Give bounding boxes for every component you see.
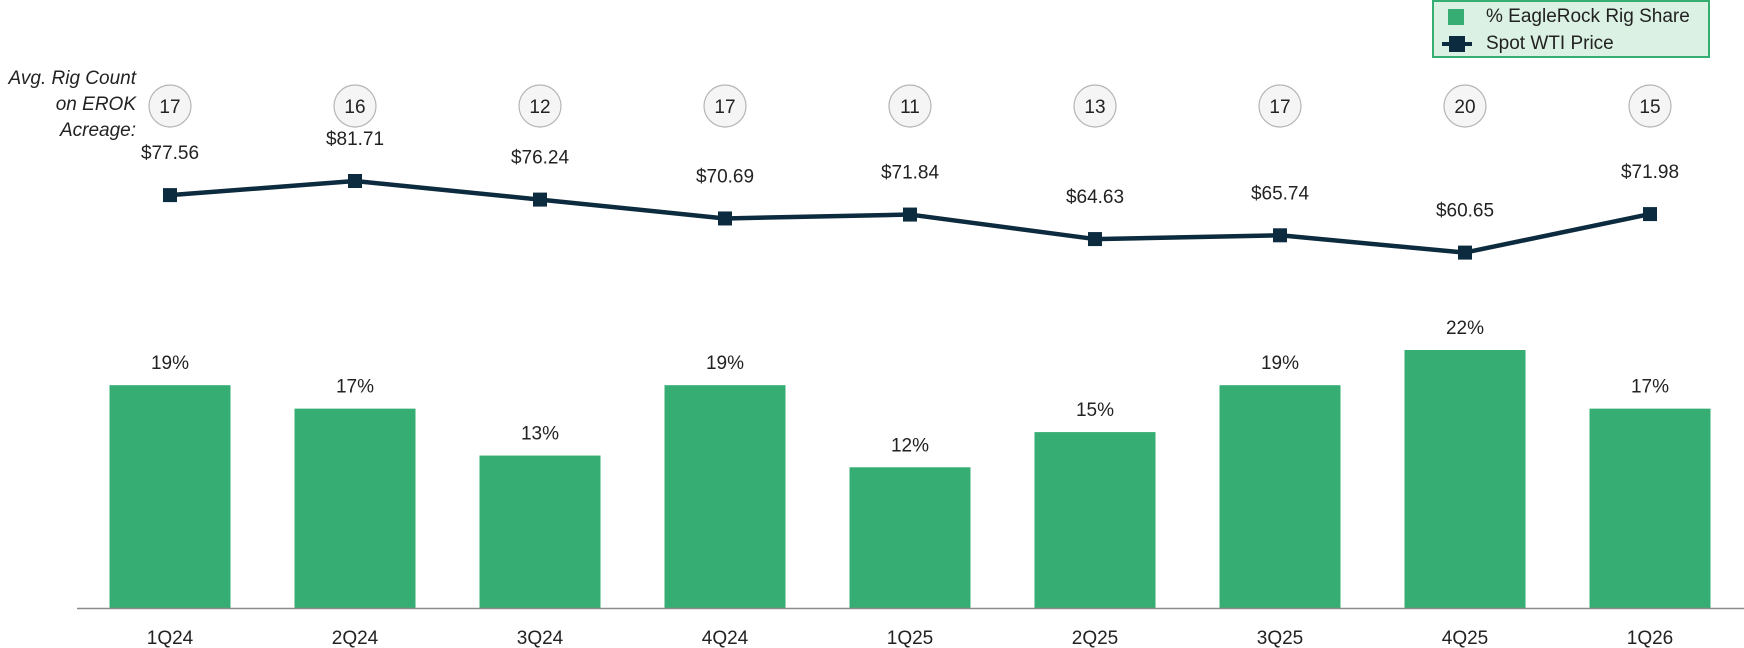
x-tick-1Q25: 1Q25 [887,628,933,648]
rig-count-value-1Q26: 15 [1639,97,1660,118]
bar-3Q25 [1219,385,1341,608]
bar-1Q24 [109,385,231,608]
bar-label-1Q25: 12% [891,435,929,456]
bar-1Q26 [1589,408,1711,608]
legend-line-swatch [1442,36,1472,52]
legend-line-marker [1449,36,1465,52]
rig-count-value-4Q25: 20 [1454,97,1475,118]
x-tick-3Q25: 3Q25 [1257,628,1303,648]
wti-label-4Q24: $70.69 [696,166,754,187]
bar-2Q24 [294,408,416,608]
wti-point-4Q25 [1458,245,1472,260]
rig-count-circle-1Q24 [148,84,192,128]
rig-count-circle-4Q25 [1443,84,1487,128]
legend-item-rig-share: % EagleRock Rig Share [1434,5,1690,29]
rig-count-label-line2: on EROK [55,94,136,115]
wti-point-2Q24 [348,174,362,188]
bar-2Q25 [1034,432,1156,608]
rig-count-value-4Q24: 17 [714,97,735,118]
wti-label-3Q25: $65.74 [1251,183,1310,204]
rig-count-value-1Q24: 17 [159,97,180,118]
wti-point-4Q24 [718,211,732,226]
x-tick-4Q24: 4Q24 [702,628,749,648]
wti-point-1Q24 [163,188,177,203]
rig-count-label-line3: Acreage: [59,120,136,141]
x-tick-3Q24: 3Q24 [517,628,564,648]
rig-count-value-1Q25: 11 [900,97,920,118]
rig-count-circle-2Q24 [333,84,377,128]
wti-label-1Q25: $71.84 [881,163,940,184]
rig-count-value-3Q24: 12 [529,97,550,118]
rig-count-circle-1Q26 [1628,84,1672,128]
wti-point-2Q25 [1088,232,1102,247]
bar-3Q24 [479,455,601,608]
legend-label-rig-share: % EagleRock Rig Share [1486,6,1690,27]
rig-count-circle-4Q24 [703,84,747,128]
wti-label-1Q24: $77.56 [141,143,199,164]
legend-bar-swatch [1448,9,1464,25]
rig-count-label: Avg. Rig Count on EROK Acreage: [0,66,136,144]
x-tick-1Q24: 1Q24 [147,628,194,648]
wti-label-3Q24: $76.24 [511,148,570,169]
bar-4Q25 [1404,350,1526,608]
x-tick-1Q26: 1Q26 [1627,628,1673,648]
rig-count-value-3Q25: 17 [1269,97,1290,118]
rig-count-value-2Q24: 16 [344,97,365,118]
bar-label-3Q25: 19% [1261,353,1299,374]
wti-point-1Q25 [903,207,917,222]
bar-label-1Q24: 19% [151,353,189,374]
rig-count-circle-3Q24 [518,84,562,128]
bar-4Q24 [664,385,786,608]
x-tick-2Q25: 2Q25 [1072,628,1118,648]
wti-label-4Q25: $60.65 [1436,201,1494,222]
rig-count-value-2Q25: 13 [1084,97,1105,118]
bar-label-4Q24: 19% [706,353,744,374]
rig-count-circle-1Q25 [888,84,932,128]
x-tick-2Q24: 2Q24 [332,628,379,648]
x-tick-4Q25: 4Q25 [1442,628,1488,648]
legend-label-wti-price: Spot WTI Price [1486,33,1614,54]
rig-count-label-line1: Avg. Rig Count [8,68,136,89]
wti-label-2Q25: $64.63 [1066,187,1124,208]
bar-label-1Q26: 17% [1631,377,1669,398]
rig-count-circle-2Q25 [1073,84,1117,128]
bar-label-2Q24: 17% [336,377,374,398]
wti-point-3Q25 [1273,228,1287,243]
wti-point-3Q24 [533,192,547,207]
bar-label-2Q25: 15% [1076,400,1114,421]
bar-label-3Q24: 13% [521,424,559,445]
bar-label-4Q25: 22% [1446,318,1484,339]
wti-point-1Q26 [1643,207,1657,222]
wti-label-2Q24: $81.71 [326,129,384,150]
legend-item-wti-price: Spot WTI Price [1434,32,1614,56]
chart-legend: % EagleRock Rig Share Spot WTI Price [1432,0,1710,58]
bar-1Q25 [849,467,971,608]
rig-count-circle-3Q25 [1258,84,1302,128]
wti-label-1Q26: $71.98 [1621,162,1679,183]
